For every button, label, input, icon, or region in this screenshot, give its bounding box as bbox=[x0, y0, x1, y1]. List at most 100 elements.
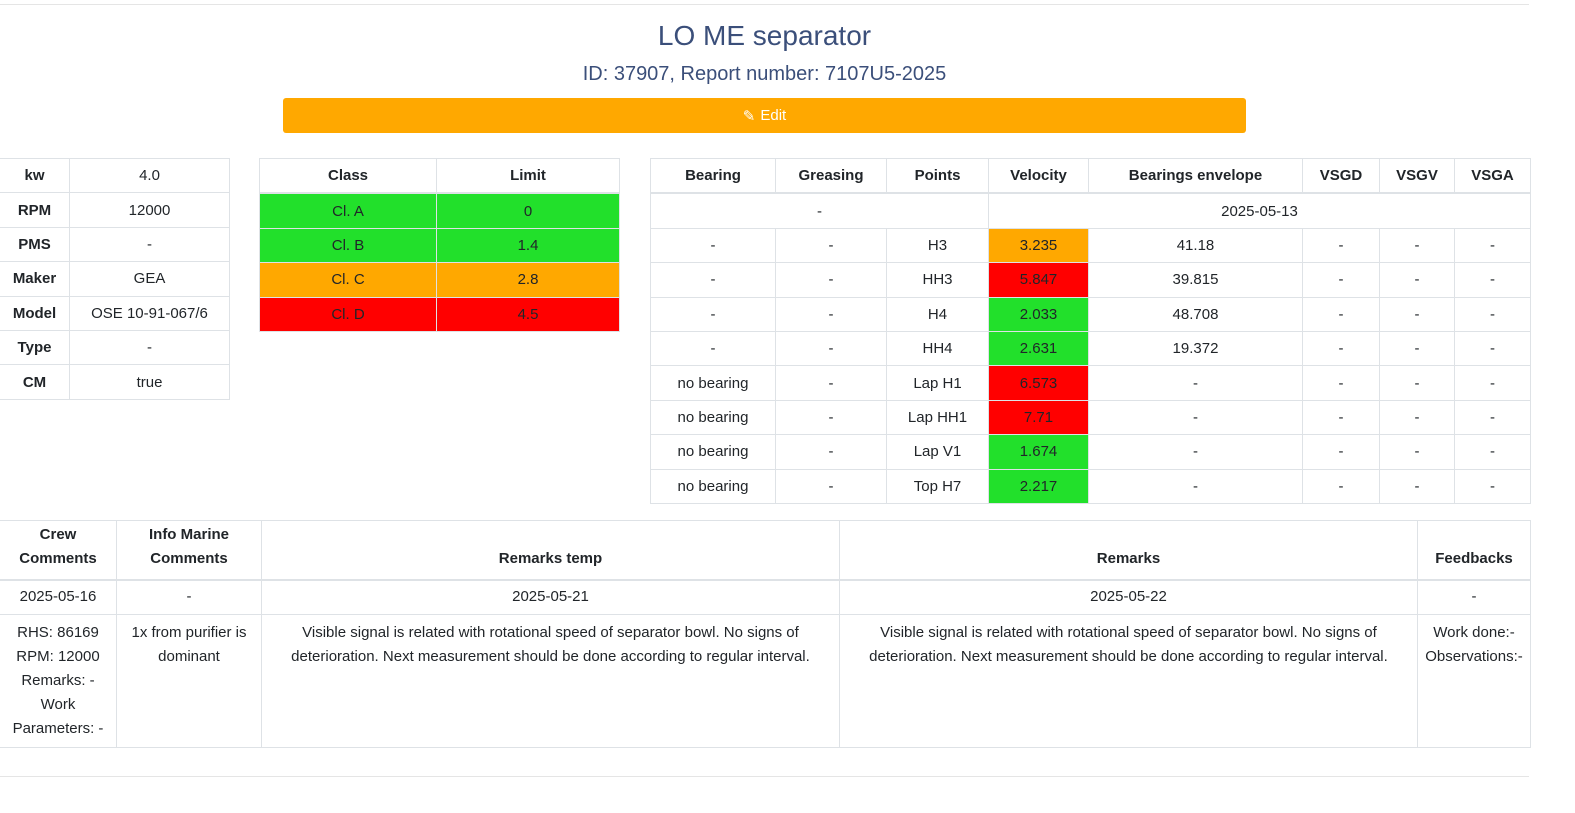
spec-label: Model bbox=[0, 295, 70, 331]
greasing-cell: - bbox=[775, 468, 887, 504]
measurement-date: 2025-05-13 bbox=[988, 192, 1531, 229]
header-bearings-envelope: Bearings envelope bbox=[1088, 158, 1303, 195]
greasing-cell: - bbox=[775, 330, 887, 367]
spec-value: 4.0 bbox=[69, 157, 230, 194]
bearing-cell: - bbox=[650, 330, 776, 367]
feedbacks-date: - bbox=[1417, 579, 1531, 615]
greasing-cell: - bbox=[775, 399, 887, 436]
vsgv-cell: - bbox=[1379, 296, 1455, 332]
measurement-row: no bearing - Lap V1 1.674- - - - bbox=[650, 434, 1531, 470]
header-feedbacks: Feedbacks bbox=[1417, 520, 1531, 581]
vsgd-cell: - bbox=[1302, 399, 1380, 436]
spec-row: kw 4.0 bbox=[0, 157, 230, 194]
measurements-table: Bearing Greasing Points Velocity Bearings en… bbox=[650, 158, 1531, 504]
point-cell: H4 bbox=[886, 296, 989, 332]
vsgv-cell: - bbox=[1379, 262, 1455, 298]
measurement-row: - - H4 2.033 48.708- - - bbox=[650, 296, 1531, 332]
bottom-divider bbox=[0, 776, 1529, 777]
header-remarks-temp: Remarks temp bbox=[261, 520, 840, 581]
header-vsgd: VSGD bbox=[1302, 158, 1380, 195]
vsgv-cell: - bbox=[1379, 227, 1455, 264]
bearing-cell: - bbox=[650, 296, 776, 332]
header-crew-comments: Crew Comments bbox=[0, 520, 117, 581]
spec-row: Maker GEA bbox=[0, 261, 230, 297]
header-bearing: Bearing bbox=[650, 158, 776, 195]
velocity-cell: 2.217 bbox=[988, 468, 1089, 504]
class-limit: 4.5 bbox=[436, 296, 620, 332]
edit-button[interactable]: ✎ Edit bbox=[283, 98, 1246, 133]
greasing-cell: - bbox=[775, 262, 887, 298]
spec-value: GEA bbox=[69, 261, 230, 297]
spec-label: Type bbox=[0, 329, 70, 366]
spec-value: - bbox=[69, 329, 230, 366]
vsga-cell: - bbox=[1454, 330, 1531, 367]
bearings-envelope-cell: 19.372 bbox=[1088, 330, 1303, 367]
spec-value: 12000 bbox=[69, 192, 230, 228]
measurement-row: - - HH3 5.847 39.815- - - bbox=[650, 262, 1531, 298]
class-name: Cl. A bbox=[259, 192, 437, 229]
spec-label: PMS bbox=[0, 226, 70, 263]
header-greasing: Greasing bbox=[775, 158, 887, 195]
vsgd-cell: - bbox=[1302, 296, 1380, 332]
point-cell: HH3 bbox=[886, 262, 989, 298]
class-limit: 2.8 bbox=[436, 262, 620, 298]
header-remarks: Remarks bbox=[839, 520, 1418, 581]
vsgv-cell: - bbox=[1379, 468, 1455, 504]
spec-value: - bbox=[69, 226, 230, 263]
page-subtitle: ID: 37907, Report number: 7107U5-2025 bbox=[582, 63, 947, 85]
header-class: Class bbox=[259, 158, 437, 195]
remarks-temp-text: Visible signal is related with rotationa… bbox=[261, 614, 840, 748]
header-vsgv: VSGV bbox=[1379, 158, 1455, 195]
velocity-cell: 5.847 bbox=[988, 262, 1089, 298]
vsgd-cell: - bbox=[1302, 468, 1380, 504]
feedbacks-text: Work done:- Observations:- bbox=[1417, 614, 1531, 748]
measurement-row: - - HH4 2.631 19.372- - - bbox=[650, 330, 1531, 367]
info-marine-comments-text: 1x from purifier is dominant bbox=[116, 614, 262, 748]
group-left: - bbox=[650, 192, 989, 229]
remarks-temp-date: 2025-05-21 bbox=[261, 579, 840, 615]
measurement-row: no bearing - Top H7 2.217- - - - bbox=[650, 468, 1531, 504]
point-cell: H3 bbox=[886, 227, 989, 264]
spec-value: true bbox=[69, 364, 230, 400]
vsga-cell: - bbox=[1454, 434, 1531, 470]
vsga-cell: - bbox=[1454, 365, 1531, 401]
velocity-cell: 2.631 bbox=[988, 330, 1089, 367]
point-cell: Top H7 bbox=[886, 468, 989, 504]
velocity-cell: 1.674 bbox=[988, 434, 1089, 470]
greasing-cell: - bbox=[775, 227, 887, 264]
bearings-envelope-cell: - bbox=[1088, 468, 1303, 504]
vsgd-cell: - bbox=[1302, 227, 1380, 264]
info-marine-comments-date: - bbox=[116, 579, 262, 615]
crew-comments-date: 2025-05-16 bbox=[0, 579, 117, 615]
spec-row: PMS - bbox=[0, 226, 230, 263]
vsgd-cell: - bbox=[1302, 262, 1380, 298]
class-name: Cl. C bbox=[259, 262, 437, 298]
bearing-cell: no bearing bbox=[650, 434, 776, 470]
bearings-envelope-cell: - bbox=[1088, 434, 1303, 470]
bearings-envelope-cell: 39.815 bbox=[1088, 262, 1303, 298]
edit-label: Edit bbox=[760, 107, 787, 124]
header-velocity: Velocity bbox=[988, 158, 1089, 195]
vsga-cell: - bbox=[1454, 296, 1531, 332]
velocity-cell: 3.235 bbox=[988, 227, 1089, 264]
measurement-row: no bearing - Lap H1 6.573- - - - bbox=[650, 365, 1531, 401]
class-name: Cl. D bbox=[259, 296, 437, 332]
vsgd-cell: - bbox=[1302, 365, 1380, 401]
bearing-cell: no bearing bbox=[650, 468, 776, 504]
class-row: Cl. C 2.8 bbox=[259, 262, 620, 298]
vsgv-cell: - bbox=[1379, 365, 1455, 401]
class-limit: 0 bbox=[436, 192, 620, 229]
greasing-cell: - bbox=[775, 365, 887, 401]
comments-table: Crew Comments Info Marine Comments Remarks… bbox=[0, 520, 1531, 748]
vsga-cell: - bbox=[1454, 399, 1531, 436]
bearing-cell: no bearing bbox=[650, 399, 776, 436]
bearing-cell: - bbox=[650, 262, 776, 298]
vsgd-cell: - bbox=[1302, 330, 1380, 367]
header-points: Points bbox=[886, 158, 989, 195]
remarks-text: Visible signal is related with rotationa… bbox=[839, 614, 1418, 748]
specs-table: kw 4.0 RPM 12000 PMS - Maker GEA Model OSE 10-91-… bbox=[0, 157, 230, 400]
class-row: Cl. B 1.4 bbox=[259, 227, 620, 264]
velocity-cell: 2.033 bbox=[988, 296, 1089, 332]
spec-row: Model OSE 10-91-067/6 bbox=[0, 295, 230, 331]
vsgv-cell: - bbox=[1379, 330, 1455, 367]
